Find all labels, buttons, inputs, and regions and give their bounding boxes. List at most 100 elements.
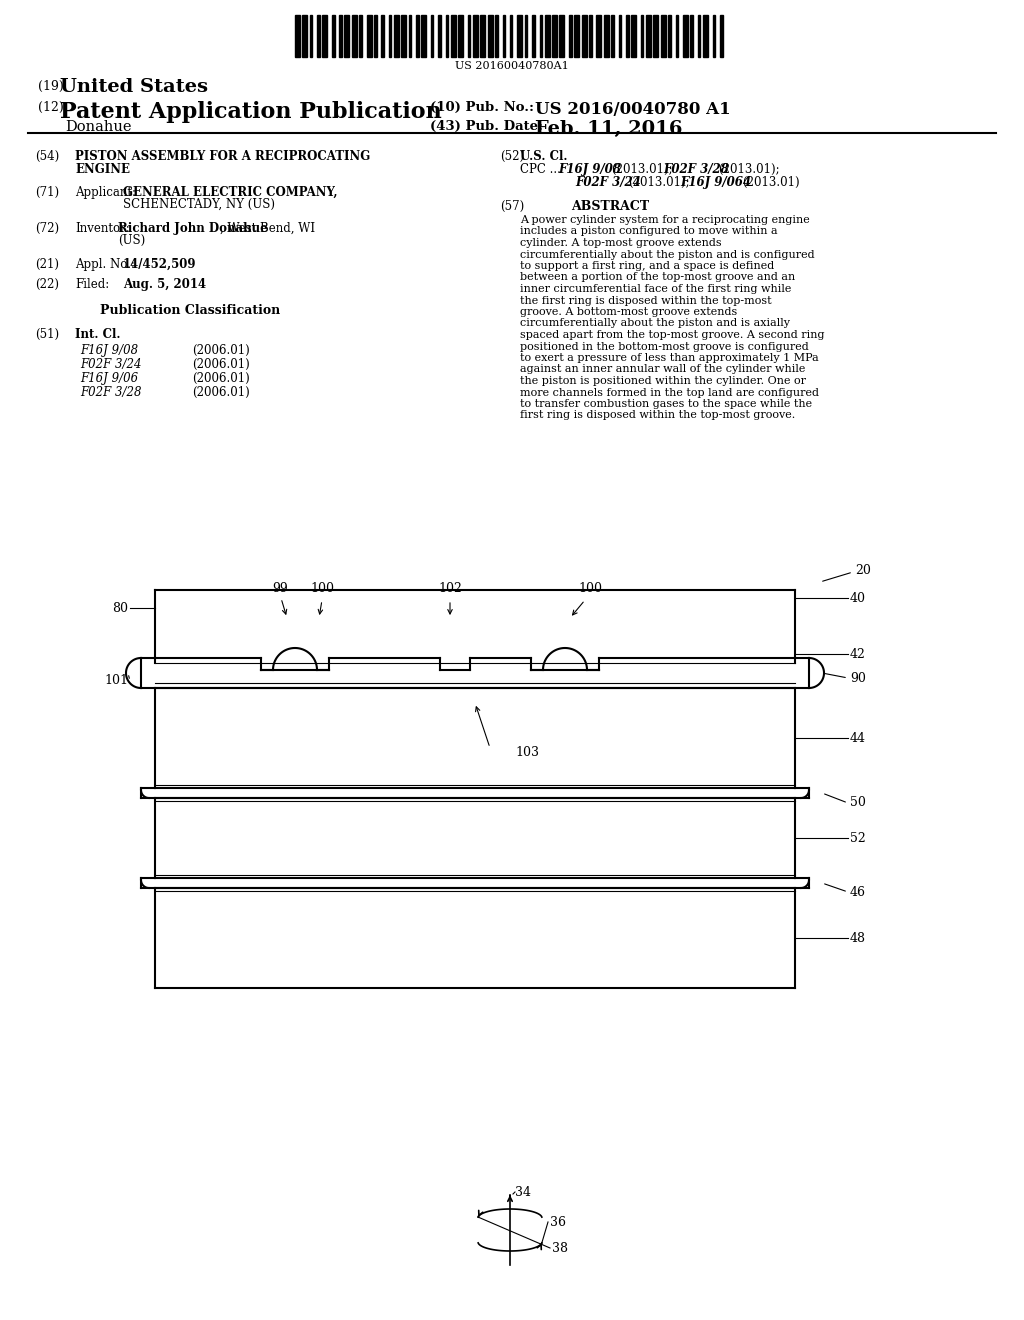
Bar bbox=[445, 15, 449, 57]
Text: Int. Cl.: Int. Cl. bbox=[75, 327, 121, 341]
Bar bbox=[597, 15, 601, 57]
Bar bbox=[702, 15, 708, 57]
Text: GENERAL ELECTRIC COMPANY,: GENERAL ELECTRIC COMPANY, bbox=[123, 186, 338, 199]
Bar bbox=[382, 15, 384, 57]
Text: Filed:: Filed: bbox=[75, 279, 110, 290]
Text: Inventor:: Inventor: bbox=[75, 222, 130, 235]
Bar bbox=[468, 15, 470, 57]
Text: 20: 20 bbox=[855, 564, 870, 577]
Text: cylinder. A top-most groove extends: cylinder. A top-most groove extends bbox=[520, 238, 722, 248]
Text: Aug. 5, 2014: Aug. 5, 2014 bbox=[123, 279, 206, 290]
Bar bbox=[676, 15, 678, 57]
Bar bbox=[646, 15, 651, 57]
Text: includes a piston configured to move within a: includes a piston configured to move wit… bbox=[520, 227, 777, 236]
Text: circumferentially about the piston and is axially: circumferentially about the piston and i… bbox=[520, 318, 790, 329]
Text: ABSTRACT: ABSTRACT bbox=[571, 201, 649, 213]
Bar bbox=[713, 15, 715, 57]
Text: 100: 100 bbox=[578, 582, 602, 595]
Bar bbox=[582, 15, 587, 57]
Text: to exert a pressure of less than approximately 1 MPa: to exert a pressure of less than approxi… bbox=[520, 352, 819, 363]
Text: (57): (57) bbox=[500, 201, 524, 213]
Bar bbox=[295, 15, 300, 57]
Bar bbox=[367, 15, 372, 57]
Text: the first ring is disposed within the top-most: the first ring is disposed within the to… bbox=[520, 296, 772, 305]
Bar bbox=[302, 15, 307, 57]
Text: (43) Pub. Date:: (43) Pub. Date: bbox=[430, 120, 543, 133]
Text: inner circumferential face of the first ring while: inner circumferential face of the first … bbox=[520, 284, 792, 294]
Bar bbox=[545, 15, 550, 57]
Text: ENGINE: ENGINE bbox=[75, 162, 130, 176]
Text: 101: 101 bbox=[104, 675, 128, 688]
Text: (2013.01);: (2013.01); bbox=[628, 176, 689, 189]
Text: F02F 3/24: F02F 3/24 bbox=[575, 176, 641, 189]
Bar bbox=[574, 15, 580, 57]
Text: 46: 46 bbox=[850, 886, 866, 899]
Text: (72): (72) bbox=[35, 222, 59, 235]
Bar bbox=[323, 15, 327, 57]
Bar bbox=[359, 15, 361, 57]
Bar bbox=[589, 15, 592, 57]
Text: between a portion of the top-most groove and an: between a portion of the top-most groove… bbox=[520, 272, 796, 282]
Bar bbox=[697, 15, 700, 57]
Text: (2006.01): (2006.01) bbox=[193, 358, 250, 371]
Bar bbox=[503, 15, 505, 57]
Bar bbox=[653, 15, 658, 57]
Text: 50: 50 bbox=[850, 796, 866, 809]
Bar bbox=[683, 15, 688, 57]
Text: (71): (71) bbox=[35, 186, 59, 199]
Text: United States: United States bbox=[60, 78, 208, 96]
Text: (51): (51) bbox=[35, 327, 59, 341]
Text: (54): (54) bbox=[35, 150, 59, 162]
Text: , West Bend, WI: , West Bend, WI bbox=[220, 222, 315, 235]
Bar bbox=[344, 15, 349, 57]
Text: the piston is positioned within the cylinder. One or: the piston is positioned within the cyli… bbox=[520, 376, 806, 385]
Bar bbox=[720, 15, 723, 57]
Text: 44: 44 bbox=[850, 731, 866, 744]
Text: 103: 103 bbox=[515, 747, 539, 759]
Bar bbox=[604, 15, 609, 57]
Text: (2006.01): (2006.01) bbox=[193, 385, 250, 399]
Text: Patent Application Publication: Patent Application Publication bbox=[60, 102, 441, 123]
Text: Appl. No.:: Appl. No.: bbox=[75, 257, 138, 271]
Text: F02F 3/24: F02F 3/24 bbox=[80, 358, 141, 371]
Bar bbox=[389, 15, 391, 57]
Text: F16J 9/08: F16J 9/08 bbox=[80, 345, 138, 356]
Text: (12): (12) bbox=[38, 102, 63, 114]
Bar bbox=[317, 15, 319, 57]
Text: more channels formed in the top land are configured: more channels formed in the top land are… bbox=[520, 388, 819, 397]
Text: (US): (US) bbox=[118, 234, 145, 247]
Text: 42: 42 bbox=[850, 648, 866, 660]
Bar bbox=[618, 15, 622, 57]
Bar bbox=[340, 15, 342, 57]
Text: Applicant:: Applicant: bbox=[75, 186, 139, 199]
Text: spaced apart from the top-most groove. A second ring: spaced apart from the top-most groove. A… bbox=[520, 330, 824, 341]
Bar bbox=[487, 15, 493, 57]
Text: (2006.01): (2006.01) bbox=[193, 372, 250, 385]
Text: 36: 36 bbox=[550, 1216, 566, 1229]
Text: 100: 100 bbox=[310, 582, 334, 595]
Text: (19): (19) bbox=[38, 81, 63, 92]
Bar bbox=[525, 15, 527, 57]
Text: Feb. 11, 2016: Feb. 11, 2016 bbox=[535, 120, 683, 139]
Text: (2013.01);: (2013.01); bbox=[611, 162, 673, 176]
Bar bbox=[631, 15, 636, 57]
Text: A power cylinder system for a reciprocating engine: A power cylinder system for a reciprocat… bbox=[520, 215, 810, 224]
Bar bbox=[409, 15, 412, 57]
Text: 99: 99 bbox=[272, 582, 288, 595]
Text: US 20160040780A1: US 20160040780A1 bbox=[455, 61, 569, 71]
Bar bbox=[626, 15, 629, 57]
Bar bbox=[559, 15, 564, 57]
Text: 38: 38 bbox=[552, 1242, 568, 1254]
Text: (2006.01): (2006.01) bbox=[193, 345, 250, 356]
Bar bbox=[438, 15, 440, 57]
Bar bbox=[431, 15, 433, 57]
Text: positioned in the bottom-most groove is configured: positioned in the bottom-most groove is … bbox=[520, 342, 809, 351]
Bar bbox=[310, 15, 312, 57]
Bar bbox=[473, 15, 478, 57]
Text: Publication Classification: Publication Classification bbox=[100, 304, 281, 317]
Bar bbox=[480, 15, 485, 57]
Text: US 2016/0040780 A1: US 2016/0040780 A1 bbox=[535, 102, 731, 117]
Text: Richard John Donahue: Richard John Donahue bbox=[118, 222, 267, 235]
Text: U.S. Cl.: U.S. Cl. bbox=[520, 150, 567, 162]
Text: to transfer combustion gases to the space while the: to transfer combustion gases to the spac… bbox=[520, 399, 812, 409]
